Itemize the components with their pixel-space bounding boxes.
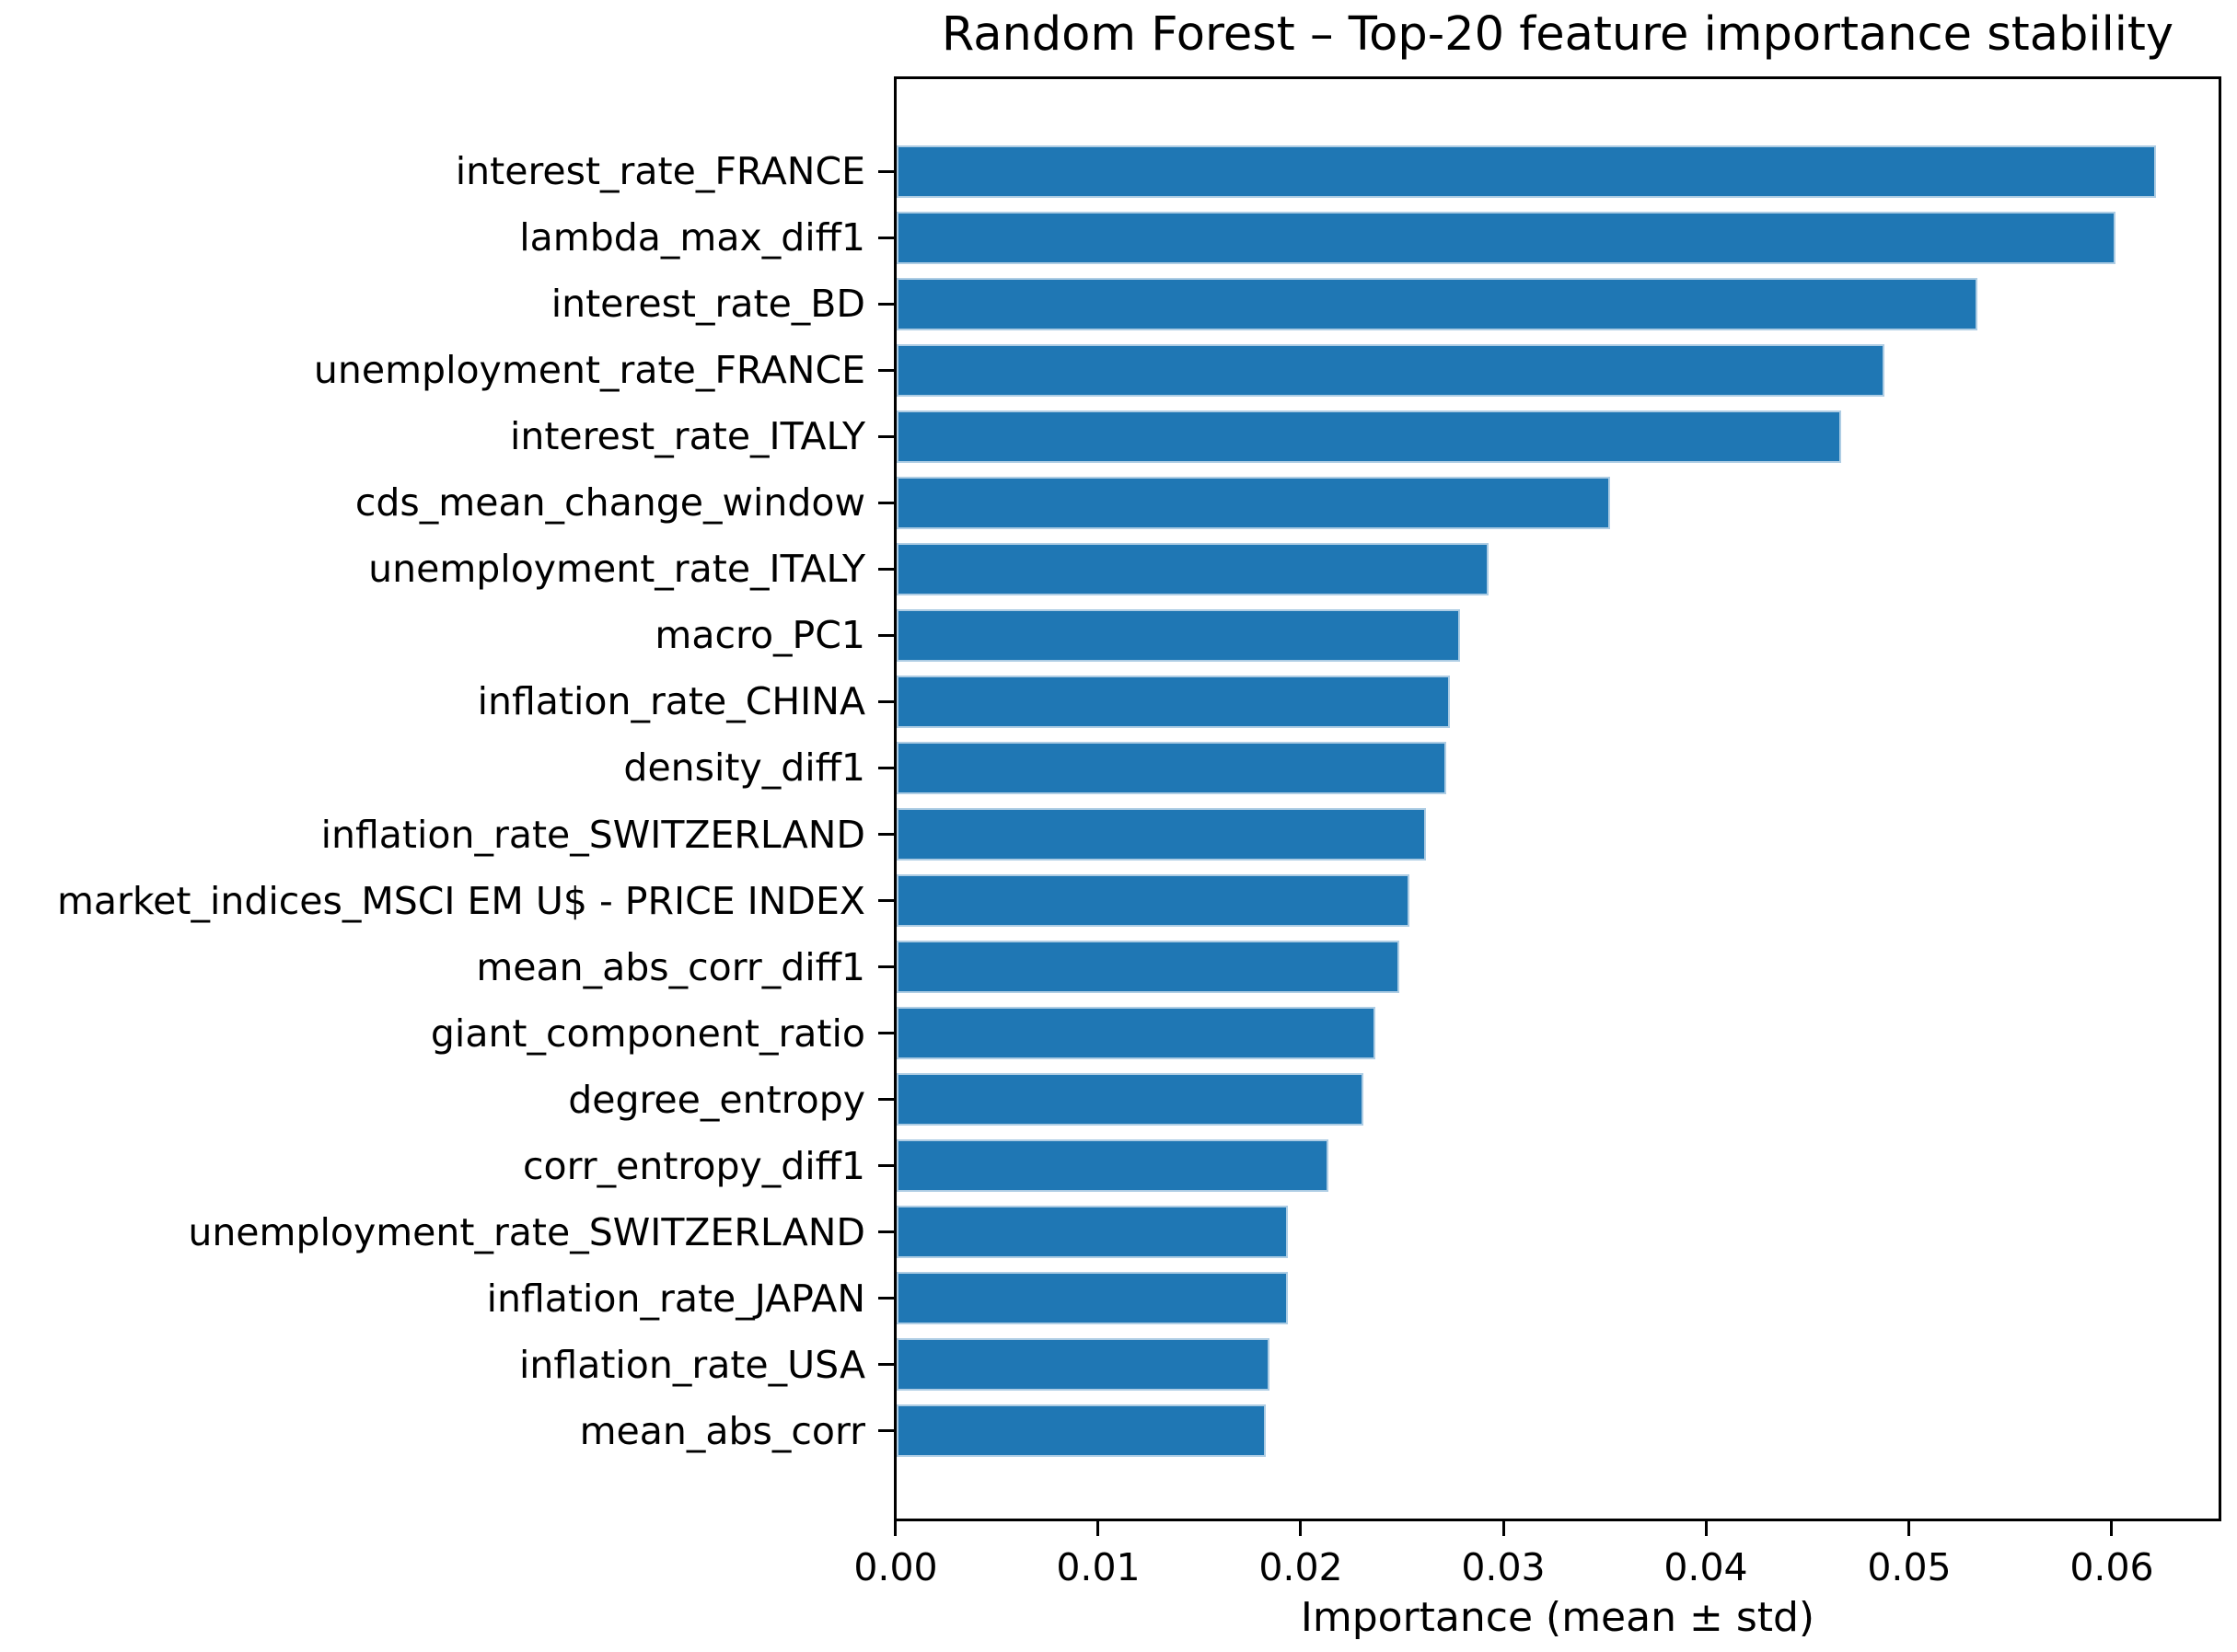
y-tick-label: inflation_rate_USA [519, 1343, 865, 1387]
x-tick-label: 0.04 [1663, 1545, 1748, 1589]
x-axis-label: Importance (mean ± std) [1300, 1594, 1815, 1641]
bar [897, 1139, 1328, 1192]
x-tick-label: 0.05 [1867, 1545, 1952, 1589]
y-tick-mark [878, 767, 894, 769]
y-tick-label: unemployment_rate_SWITZERLAND [188, 1210, 865, 1254]
y-tick-mark [878, 170, 894, 173]
x-tick-label: 0.01 [1056, 1545, 1141, 1589]
bar [897, 410, 1841, 463]
bar [897, 477, 1610, 529]
x-tick-mark [2110, 1521, 2113, 1536]
bar [897, 543, 1489, 595]
y-tick-label: mean_abs_corr [579, 1409, 865, 1453]
y-tick-mark [878, 568, 894, 571]
y-tick-label: mean_abs_corr_diff1 [476, 945, 865, 989]
x-tick-mark [1907, 1521, 1910, 1536]
bar [897, 278, 1977, 330]
bar [897, 344, 1884, 397]
bar [897, 145, 2156, 198]
chart-title: Random Forest – Top-20 feature importanc… [941, 7, 2174, 62]
y-tick-mark [878, 1164, 894, 1167]
y-tick-mark [878, 700, 894, 703]
y-tick-mark [878, 435, 894, 438]
y-tick-mark [878, 1297, 894, 1300]
y-tick-mark [878, 502, 894, 504]
y-tick-label: corr_entropy_diff1 [523, 1144, 865, 1188]
y-tick-label: interest_rate_FRANCE [455, 149, 865, 193]
y-tick-label: unemployment_rate_FRANCE [313, 348, 865, 392]
y-tick-mark [878, 634, 894, 637]
y-tick-label: lambda_max_diff1 [519, 215, 865, 260]
bar [897, 609, 1460, 662]
bar [897, 1272, 1288, 1324]
y-tick-label: degree_entropy [568, 1078, 865, 1122]
y-tick-label: interest_rate_ITALY [509, 414, 865, 458]
y-tick-mark [878, 1429, 894, 1432]
y-tick-label: cds_mean_change_window [354, 480, 865, 525]
y-tick-label: unemployment_rate_ITALY [368, 547, 865, 591]
bar [897, 742, 1446, 794]
bar [897, 1338, 1269, 1391]
x-tick-label: 0.02 [1258, 1545, 1343, 1589]
y-tick-label: inflation_rate_SWITZERLAND [320, 813, 865, 857]
y-tick-label: interest_rate_BD [551, 282, 865, 326]
x-tick-label: 0.00 [853, 1545, 938, 1589]
y-tick-label: inflation_rate_CHINA [477, 679, 865, 723]
y-tick-mark [878, 833, 894, 836]
bar [897, 212, 2115, 264]
y-tick-mark [878, 1098, 894, 1101]
bar [897, 874, 1409, 927]
y-tick-label: giant_component_ratio [430, 1011, 865, 1056]
y-tick-mark [878, 369, 894, 372]
bar [897, 676, 1450, 728]
x-tick-mark [1096, 1521, 1099, 1536]
y-tick-mark [878, 237, 894, 239]
bar [897, 808, 1426, 861]
bar [897, 1404, 1266, 1457]
x-tick-mark [1299, 1521, 1302, 1536]
y-tick-mark [878, 303, 894, 306]
y-tick-mark [878, 1032, 894, 1034]
bar [897, 1073, 1363, 1126]
y-tick-mark [878, 1230, 894, 1233]
x-tick-mark [894, 1521, 897, 1536]
x-tick-label: 0.06 [2069, 1545, 2154, 1589]
y-tick-label: density_diff1 [623, 745, 865, 790]
y-tick-mark [878, 1363, 894, 1366]
y-tick-label: market_indices_MSCI EM U$ - PRICE INDEX [56, 879, 865, 923]
bar [897, 1007, 1375, 1059]
x-tick-label: 0.03 [1461, 1545, 1546, 1589]
y-tick-label: inflation_rate_JAPAN [486, 1277, 865, 1321]
bar [897, 1206, 1288, 1258]
x-tick-mark [1502, 1521, 1505, 1536]
y-tick-mark [878, 965, 894, 968]
x-tick-mark [1705, 1521, 1708, 1536]
y-tick-mark [878, 899, 894, 902]
bar [897, 941, 1399, 993]
y-tick-label: macro_PC1 [655, 613, 865, 657]
